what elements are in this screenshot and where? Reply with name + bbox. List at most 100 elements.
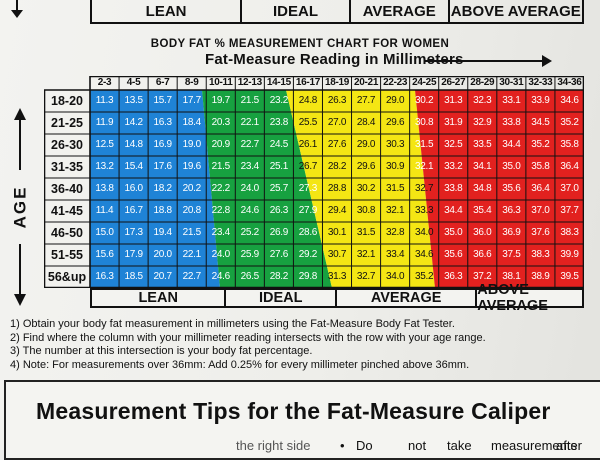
body-fat-value-cell: 20.0 bbox=[153, 249, 173, 260]
body-fat-value-cell: 19.4 bbox=[153, 227, 173, 238]
top-above-average-label: ABOVE AVERAGE bbox=[450, 2, 581, 20]
column-header: 20-21 bbox=[354, 77, 379, 88]
body-fat-value-cell: 18.5 bbox=[124, 271, 143, 282]
age-arrow-up-head bbox=[14, 108, 26, 120]
category-lean-label: LEAN bbox=[92, 290, 227, 306]
column-header: 16-17 bbox=[295, 77, 320, 88]
body-fat-value-cell: 35.2 bbox=[531, 139, 550, 150]
body-fat-value-cell: 24.8 bbox=[298, 95, 318, 106]
body-fat-value-cell: 27.9 bbox=[298, 205, 318, 216]
body-fat-value-cell: 25.7 bbox=[269, 183, 289, 194]
column-header: 6-7 bbox=[155, 77, 170, 88]
tips-word-take: take bbox=[447, 438, 472, 453]
tips-bullet: • bbox=[340, 438, 345, 453]
body-fat-value-cell: 24.5 bbox=[269, 139, 289, 150]
body-fat-value-cell: 33.2 bbox=[444, 161, 463, 172]
body-fat-value-cell: 37.6 bbox=[531, 227, 550, 238]
body-fat-value-cell: 29.0 bbox=[385, 95, 405, 106]
column-header: 14-15 bbox=[266, 77, 291, 88]
body-fat-value-cell: 24.0 bbox=[240, 183, 260, 194]
body-fat-value-cell: 16.7 bbox=[124, 205, 143, 216]
age-row-label: 21-25 bbox=[51, 116, 83, 130]
body-fat-value-cell: 33.3 bbox=[415, 205, 434, 216]
age-row-label: 36-40 bbox=[51, 182, 83, 196]
body-fat-value-cell: 35.6 bbox=[444, 249, 463, 260]
body-fat-value-cell: 34.0 bbox=[385, 271, 405, 282]
body-fat-value-cell: 25.9 bbox=[240, 249, 260, 260]
column-header: 12-13 bbox=[237, 77, 262, 88]
body-fat-value-cell: 17.7 bbox=[182, 95, 202, 106]
average-band bbox=[286, 90, 435, 288]
lean-band bbox=[90, 90, 220, 288]
body-fat-value-cell: 30.2 bbox=[415, 95, 434, 106]
column-header: 18-19 bbox=[324, 77, 350, 88]
body-fat-value-cell: 31.5 bbox=[356, 227, 376, 238]
body-fat-value-cell: 19.0 bbox=[182, 139, 202, 150]
tips-title: Measurement Tips for the Fat-Measure Cal… bbox=[36, 398, 551, 424]
body-fat-value-cell: 34.6 bbox=[415, 249, 434, 260]
body-fat-value-cell: 30.8 bbox=[356, 205, 376, 216]
body-fat-value-cell: 28.8 bbox=[327, 183, 347, 194]
age-arrow-shaft-top bbox=[16, 0, 18, 12]
body-fat-value-cell: 35.0 bbox=[502, 161, 521, 172]
body-fat-value-cell: 32.1 bbox=[356, 249, 376, 260]
tips-word-measurements: measurements bbox=[491, 438, 577, 453]
body-fat-value-cell: 32.3 bbox=[473, 95, 492, 106]
body-fat-value-cell: 29.2 bbox=[298, 249, 318, 260]
body-fat-value-cell: 26.7 bbox=[298, 161, 318, 172]
body-fat-value-cell: 37.7 bbox=[560, 205, 579, 216]
tips-fragment-left: the right side bbox=[236, 438, 311, 453]
body-fat-value-cell: 33.8 bbox=[502, 117, 521, 128]
instruction-4: 4) Note: For measurements over 36mm: Add… bbox=[10, 358, 470, 371]
body-fat-value-cell: 32.9 bbox=[473, 117, 492, 128]
body-fat-value-cell: 13.5 bbox=[124, 95, 143, 106]
body-fat-value-cell: 37.2 bbox=[473, 271, 492, 282]
body-fat-value-cell: 28.2 bbox=[269, 271, 289, 282]
body-fat-value-cell: 34.8 bbox=[473, 183, 492, 194]
body-fat-value-cell: 20.7 bbox=[153, 271, 173, 282]
body-fat-value-cell: 24.6 bbox=[211, 271, 231, 282]
body-fat-value-cell: 15.7 bbox=[153, 95, 173, 106]
body-fat-value-cell: 37.0 bbox=[531, 205, 550, 216]
category-bar: LEAN IDEAL AVERAGE ABOVE AVERAGE bbox=[90, 282, 584, 314]
category-color-bands bbox=[90, 90, 584, 288]
age-row-label: 31-35 bbox=[51, 160, 83, 174]
age-row-label: 26-30 bbox=[51, 138, 83, 152]
body-fat-value-cell: 20.3 bbox=[211, 117, 231, 128]
body-fat-value-cell: 11.3 bbox=[95, 95, 114, 106]
body-fat-value-cell: 35.8 bbox=[531, 161, 550, 172]
column-header: 26-27 bbox=[441, 77, 466, 88]
age-row-label: 56&up bbox=[47, 270, 87, 284]
column-header: 10-11 bbox=[208, 77, 233, 88]
body-fat-value-cell: 39.5 bbox=[560, 271, 579, 282]
age-arrow-upper-shaft bbox=[19, 118, 21, 170]
top-lean-label: LEAN bbox=[92, 0, 243, 22]
body-fat-value-cell: 16.3 bbox=[153, 117, 173, 128]
instruction-3: 3) The number at this intersection is yo… bbox=[10, 345, 313, 358]
body-fat-value-cell: 18.4 bbox=[182, 117, 202, 128]
age-row-label: 51-55 bbox=[51, 248, 83, 262]
body-fat-value-cell: 37.0 bbox=[560, 183, 579, 194]
body-fat-value-cell: 33.9 bbox=[531, 95, 550, 106]
column-header: 22-23 bbox=[383, 77, 408, 88]
column-header: 34-36 bbox=[557, 77, 582, 88]
instructions-list: 1) Obtain your body fat measurement in m… bbox=[10, 318, 600, 372]
column-header: 8-9 bbox=[184, 77, 199, 88]
body-fat-value-cell: 30.1 bbox=[327, 227, 347, 238]
body-fat-value-cell: 29.4 bbox=[327, 205, 347, 216]
body-fat-value-cell: 27.0 bbox=[327, 117, 347, 128]
body-fat-value-cell: 22.7 bbox=[182, 271, 202, 282]
body-fat-value-cell: 34.6 bbox=[560, 95, 579, 106]
top-average-label: AVERAGE bbox=[351, 0, 450, 22]
body-fat-value-cell: 35.0 bbox=[444, 227, 463, 238]
body-fat-value-cell: 31.3 bbox=[444, 95, 463, 106]
body-fat-value-cell: 36.9 bbox=[502, 227, 521, 238]
column-header: 28-29 bbox=[470, 77, 495, 88]
age-arrow-lower-shaft bbox=[19, 244, 21, 296]
age-row-label: 46-50 bbox=[51, 226, 83, 240]
body-fat-value-cell: 26.9 bbox=[269, 227, 289, 238]
body-fat-value-cell: 23.4 bbox=[211, 227, 231, 238]
body-fat-value-cell: 34.4 bbox=[502, 139, 521, 150]
body-fat-value-cell: 12.5 bbox=[95, 139, 114, 150]
